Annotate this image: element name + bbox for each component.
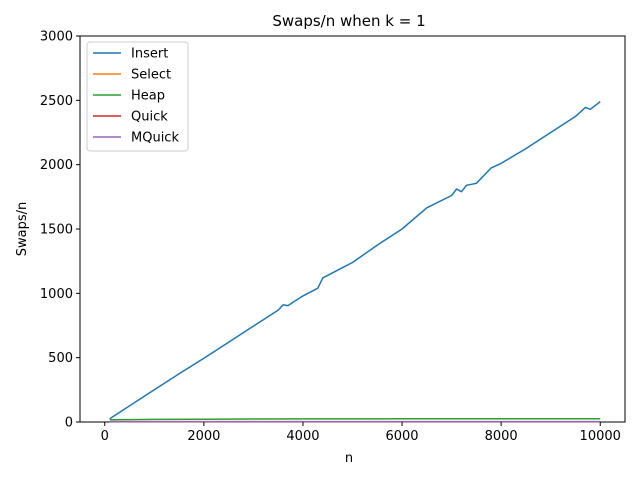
y-tick-label: 2000: [40, 158, 73, 173]
series-line-heap: [109, 417, 601, 421]
legend-label-insert: Insert: [131, 47, 168, 62]
y-tick-label: 3000: [40, 30, 73, 45]
y-tick-label: 1000: [40, 287, 73, 302]
legend-box: [86, 41, 189, 152]
y-tick-label: 0: [65, 416, 73, 431]
series-line-insert: [109, 101, 601, 420]
x-axis-label: n: [345, 451, 353, 466]
y-axis-ticks: 0 500 1000 1500 2000 2500 3000: [40, 30, 80, 431]
x-tick-label: 8000: [485, 429, 518, 444]
x-tick-label: 0: [101, 429, 109, 444]
x-tick-label: 10000: [580, 429, 621, 444]
legend-label-mquick: MQuick: [131, 131, 179, 146]
y-tick-label: 500: [48, 351, 73, 366]
x-axis-ticks: 0 2000 4000 6000 8000 10000: [101, 422, 621, 444]
chart-title: Swaps/n when k = 1: [272, 12, 425, 30]
legend-label-heap: Heap: [131, 89, 165, 104]
legend-label-select: Select: [131, 68, 171, 83]
legend-label-quick: Quick: [131, 110, 168, 125]
legend: Insert Select Heap Quick MQuick: [86, 41, 189, 152]
x-tick-label: 2000: [187, 429, 220, 444]
x-tick-label: 4000: [286, 429, 319, 444]
series-lines: [109, 101, 601, 423]
y-tick-label: 2500: [40, 94, 73, 109]
y-axis-label: Swaps/n: [15, 202, 30, 257]
y-tick-label: 1500: [40, 223, 73, 238]
x-tick-label: 6000: [385, 429, 418, 444]
